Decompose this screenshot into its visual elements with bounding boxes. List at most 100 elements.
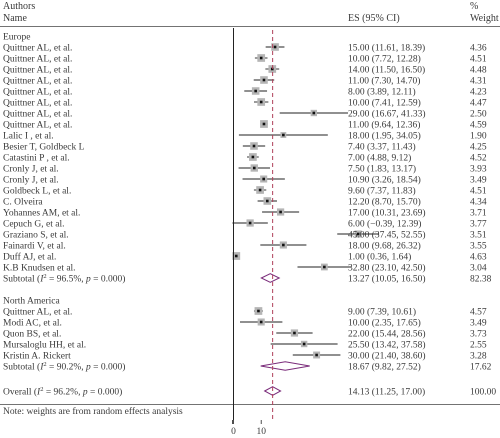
study-label: Catastini P , et al. (3, 153, 70, 163)
header-es-ci: ES (95% CI) (348, 13, 400, 24)
study-weight: 3.49 (470, 175, 487, 185)
axis-tick-label: 10 (256, 427, 266, 437)
point-estimate (252, 144, 256, 148)
study-weight: 3.55 (470, 241, 487, 251)
study-label: Modi AC, et al. (3, 318, 62, 328)
point-estimate (262, 122, 266, 126)
subtotal-ci: 13.27 (10.05, 16.50) (348, 273, 426, 284)
study-label: K.B Knudsen et al. (3, 263, 76, 273)
point-estimate (257, 309, 260, 313)
study-ci: 32.80 (23.10, 42.50) (348, 262, 426, 273)
study-weight: 4.59 (470, 120, 487, 130)
study-weight: 3.28 (470, 351, 487, 361)
point-estimate (302, 342, 306, 346)
study-label: Graziano S, et al. (3, 230, 69, 240)
axis-tick-label: 0 (231, 427, 236, 437)
overall-ci: 14.13 (11.25, 17.00) (348, 386, 425, 397)
header-weight: Weight (470, 13, 499, 24)
study-label: Besier T, Goldbeck L (3, 142, 85, 152)
study-ci: 18.00 (1.95, 34.05) (348, 130, 421, 141)
subtotal-weight: 82.38 (470, 274, 492, 284)
study-label: C. Olveira (3, 197, 43, 207)
study-ci: 22.00 (15.44, 28.56) (348, 328, 426, 339)
study-weight: 4.63 (470, 252, 487, 262)
study-weight: 3.04 (470, 263, 487, 273)
point-estimate (258, 188, 262, 192)
subtotal-label: Subtotal (I2 = 96.5%, p = 0.000) (3, 273, 125, 285)
study-ci: 7.50 (1.83, 13.17) (348, 163, 416, 174)
study-ci: 14.00 (11.50, 16.50) (348, 64, 425, 75)
footer-note: Note: weights are from random effects an… (3, 406, 183, 417)
subtotal-diamond (260, 273, 281, 283)
group-label: North America (3, 296, 61, 306)
header-weight-percent: % (470, 1, 478, 12)
study-label: Quittner AL, et al. (3, 43, 72, 53)
study-ci: 15.00 (11.61, 18.39) (348, 42, 425, 53)
study-ci: 12.20 (8.70, 15.70) (348, 196, 421, 207)
point-estimate (282, 243, 285, 247)
study-weight: 3.73 (470, 329, 487, 339)
point-estimate (259, 56, 263, 60)
point-estimate (356, 232, 360, 236)
study-ci: 9.60 (7.37, 11.83) (348, 185, 416, 196)
study-weight: 3.51 (470, 230, 487, 240)
study-weight: 4.57 (470, 307, 487, 317)
study-ci: 10.00 (7.41, 12.59) (348, 97, 421, 108)
study-ci: 45.00 (37.45, 52.55) (348, 229, 426, 240)
header-name: Name (3, 13, 27, 24)
subtotal-ci: 18.67 (9.82, 27.52) (348, 361, 421, 372)
study-label: Quittner AL, et al. (3, 307, 72, 317)
study-weight: 4.47 (470, 98, 487, 108)
study-label: Quittner AL, et al. (3, 87, 72, 97)
study-label: Quon BS, et al. (3, 329, 61, 339)
study-label: Goldbeck L, et al. (3, 186, 71, 196)
study-weight: 4.31 (470, 76, 487, 86)
overall-weight: 100.00 (470, 387, 496, 397)
point-estimate (252, 166, 256, 170)
point-estimate (293, 331, 296, 335)
study-ci: 9.00 (7.39, 10.61) (348, 306, 416, 317)
study-ci: 10.00 (7.72, 12.28) (348, 53, 421, 64)
header-authors: Authors (3, 1, 35, 12)
study-ci: 1.00 (0.36, 1.64) (348, 251, 411, 262)
study-ci: 10.00 (2.35, 17.65) (348, 317, 421, 328)
study-label: Mursaloglu HH, et al. (3, 340, 86, 350)
study-weight: 2.50 (470, 109, 487, 119)
study-label: Quittner AL, et al. (3, 109, 72, 119)
study-weight: 4.34 (470, 197, 487, 207)
table-header: Authors Name ES (95% CI) % Weight (3, 1, 499, 24)
study-ci: 11.00 (7.30, 14.70) (348, 75, 420, 86)
study-label: Cronly J, et al. (3, 164, 59, 174)
study-ci: 11.00 (9.64, 12.36) (348, 119, 420, 130)
point-estimate (259, 320, 263, 324)
study-ci: 18.00 (9.68, 26.32) (348, 240, 421, 251)
study-weight: 4.52 (470, 153, 487, 163)
study-ci: 30.00 (21.40, 38.60) (348, 350, 426, 361)
study-label: Quittner AL, et al. (3, 76, 72, 86)
study-ci: 17.00 (10.31, 23.69) (348, 207, 426, 218)
study-label: Quittner AL, et al. (3, 98, 72, 108)
point-estimate (259, 100, 263, 104)
study-ci: 6.00 (−0.39, 12.39) (348, 218, 421, 229)
study-label: Quittner AL, et al. (3, 120, 72, 130)
subtotal-label: Subtotal (I2 = 90.2%, p = 0.000) (3, 361, 125, 373)
study-weight: 4.23 (470, 87, 487, 97)
point-estimate (262, 78, 266, 82)
study-ci: 10.90 (3.26, 18.54) (348, 174, 421, 185)
point-estimate (262, 177, 265, 181)
point-estimate (248, 221, 252, 225)
study-label: Quittner AL, et al. (3, 65, 72, 75)
study-label: Duff AJ, et al. (3, 251, 56, 262)
study-weight: 3.77 (470, 219, 487, 229)
study-label: Lalic I , et al. (3, 131, 54, 141)
point-estimate (315, 353, 318, 357)
study-weight: 4.25 (470, 142, 487, 152)
study-weight: 4.48 (470, 65, 487, 75)
study-weight: 1.90 (470, 131, 487, 141)
point-estimate (282, 133, 285, 137)
point-estimate (323, 265, 326, 269)
study-weight: 4.51 (470, 54, 487, 64)
point-estimate (312, 111, 316, 115)
